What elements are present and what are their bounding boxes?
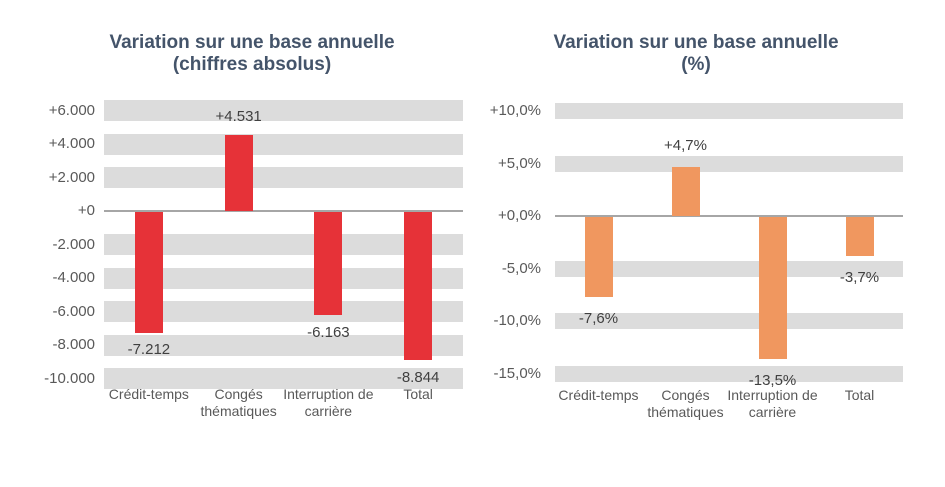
bar: [584, 217, 613, 297]
y-tick-label: -6.000: [52, 302, 95, 320]
category-label: Crédit-temps: [558, 387, 639, 403]
bar-data-label: -3,7%: [839, 269, 880, 287]
bar: [224, 135, 253, 211]
chart-absolute-title: Variation sur une base annuelle (chiffre…: [42, 32, 462, 76]
bar-data-label: -7,6%: [578, 310, 619, 328]
y-tick-label: +0,0%: [498, 207, 541, 224]
y-gridline-band: [555, 155, 903, 172]
chart-percent-title: Variation sur une base annuelle (%): [486, 32, 906, 76]
y-gridline-band: [104, 301, 463, 322]
chart-absolute-title-line2: (chiffres absolus): [172, 54, 332, 75]
y-tick-label: +4.000: [48, 135, 95, 152]
bar: [134, 212, 163, 333]
y-tick-label: -10.000: [44, 369, 95, 387]
y-tick-label: +2.000: [48, 168, 95, 186]
y-tick-label: -10,0%: [493, 312, 541, 329]
bar: [758, 217, 787, 359]
bar-data-label: -7.212: [127, 341, 171, 359]
category-label: Total: [403, 386, 433, 402]
y-gridline-band: [555, 365, 903, 382]
bar: [671, 166, 700, 216]
category-label: Interruption de carrière: [727, 387, 818, 420]
category-label: Crédit-temps: [108, 386, 189, 402]
y-tick-label: -15,0%: [493, 364, 541, 382]
y-gridline-band: [104, 267, 463, 289]
bar-data-label: +4,7%: [664, 137, 707, 155]
category-label: Total: [844, 387, 875, 403]
y-tick-label: -8.000: [52, 336, 95, 353]
y-gridline-band: [104, 234, 463, 255]
y-tick-label: +0: [77, 202, 95, 219]
zero-axis-line: [555, 215, 903, 217]
y-tick-label: -2.000: [52, 235, 95, 253]
bar-data-label: -6.163: [307, 323, 350, 341]
y-tick-label: +5,0%: [498, 154, 541, 172]
bar: [845, 217, 874, 256]
category-label: Congés thématiques: [647, 387, 724, 420]
y-gridline-band: [104, 167, 463, 188]
y-gridline-band: [104, 133, 463, 155]
category-label: Interruption de carrière: [283, 386, 374, 419]
y-gridline-band: [555, 103, 903, 119]
y-tick-label: -4.000: [52, 269, 95, 286]
y-gridline-band: [555, 260, 903, 277]
bar-data-label: -13,5%: [748, 372, 797, 390]
y-gridline-band: [104, 368, 463, 389]
chart-percent-title-line2: (%): [681, 54, 711, 75]
y-tick-label: -5,0%: [501, 259, 541, 277]
zero-axis-line: [104, 210, 463, 212]
y-tick-label: +10,0%: [489, 102, 541, 119]
category-label: Congés thématiques: [200, 386, 277, 419]
bar: [314, 212, 343, 316]
bar-data-label: -8.844: [396, 368, 440, 386]
bar: [404, 212, 433, 361]
bar-data-label: +4.531: [215, 107, 262, 125]
y-gridline-band: [104, 334, 463, 356]
y-tick-label: +6.000: [48, 101, 95, 119]
chart-percent-title-line1: Variation sur une base annuelle: [553, 32, 839, 53]
y-gridline-band: [104, 100, 463, 121]
y-gridline-band: [555, 313, 903, 329]
chart-absolute-title-line1: Variation sur une base annuelle: [109, 32, 395, 53]
